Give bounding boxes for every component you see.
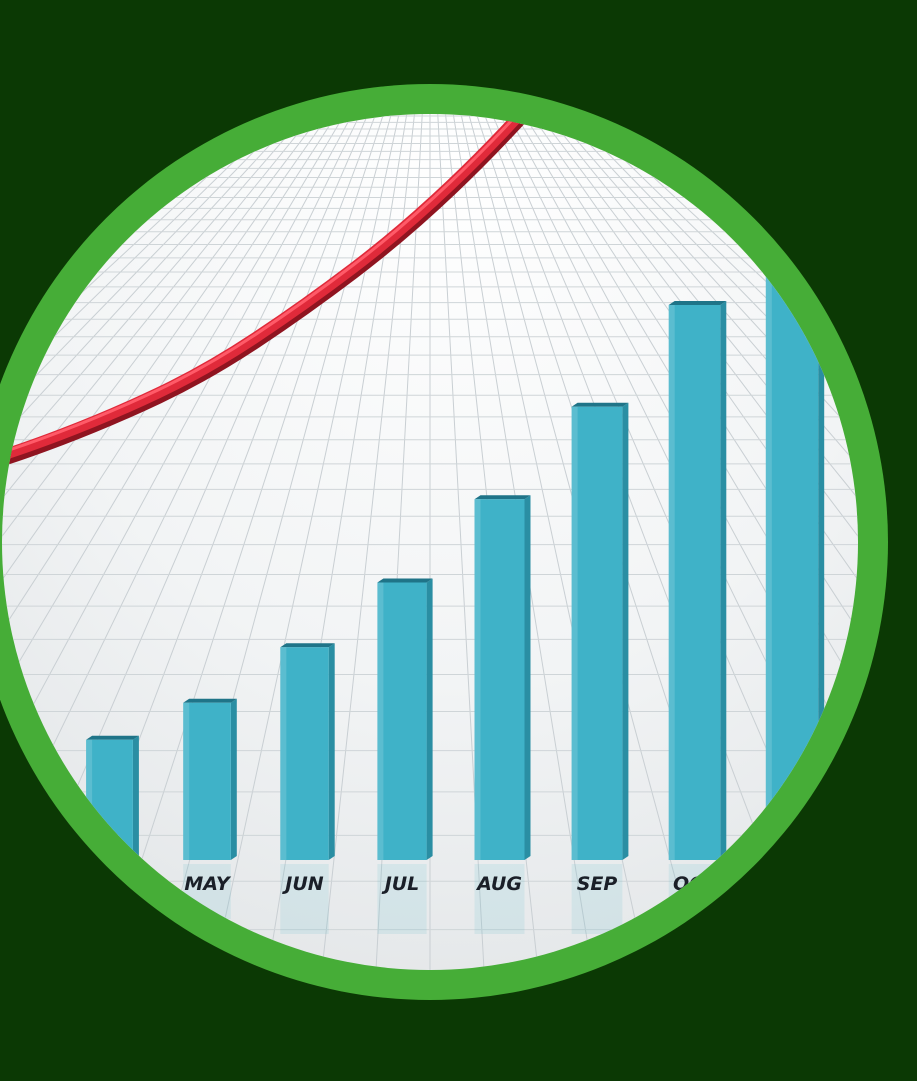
bar-front (571, 406, 623, 860)
grid-line-vertical (520, 114, 858, 970)
bar-highlight (474, 499, 481, 860)
grid-line-vertical (548, 114, 858, 970)
bar-front (474, 499, 525, 860)
bar-front (280, 647, 329, 860)
bar-front (2, 767, 35, 860)
x-tick-label-jul: JUL (381, 873, 420, 895)
grid-line-vertical (2, 114, 368, 970)
grid-line-vertical (555, 114, 858, 970)
bar-reflection (474, 864, 525, 934)
grid-line-vertical (2, 114, 361, 970)
bar-may (183, 698, 237, 860)
grid-line-vertical (492, 114, 858, 970)
trend-line (2, 114, 858, 478)
bar-side (622, 402, 629, 860)
bar-sep (571, 402, 629, 860)
bar-top (280, 643, 335, 648)
bar-front (183, 702, 231, 860)
bar-highlight (183, 702, 190, 860)
bar-reflection (280, 864, 329, 934)
bar-front (377, 582, 427, 860)
grid-line-vertical (249, 114, 410, 970)
bar-highlight (668, 305, 675, 860)
bar-top (571, 402, 629, 407)
grid-line-vertical (2, 114, 312, 970)
grid-line-vertical (2, 114, 305, 970)
bar-side (132, 735, 139, 860)
grid-line-vertical (527, 114, 858, 970)
grid-line-vertical (2, 114, 347, 970)
grid-line-vertical (436, 114, 491, 970)
grid-line-vertical (2, 114, 354, 970)
trend-line-path (2, 114, 858, 473)
bar-top (183, 698, 237, 703)
bar-side (426, 578, 433, 860)
bar-front (668, 305, 721, 860)
grid-line-vertical (2, 114, 326, 970)
bar-top (668, 301, 727, 305)
x-tick-label-aug: AUG (475, 873, 522, 895)
bar-highlight (571, 406, 578, 860)
bar-aug (474, 495, 531, 860)
grid-line-vertical (2, 114, 340, 970)
grid-line-vertical (541, 114, 858, 970)
bar-top (474, 495, 531, 500)
bar-mar (2, 763, 41, 860)
x-tick-label-sep: SEP (577, 873, 618, 895)
grid-line-vertical (534, 114, 858, 970)
grid-line-vertical (309, 114, 417, 970)
bar-highlight (765, 194, 772, 860)
grid-line-vertical (562, 114, 858, 970)
grid-line-vertical (457, 114, 671, 970)
bar-side (230, 698, 237, 860)
bar-highlight (280, 647, 287, 860)
bar-reflection (571, 864, 623, 934)
x-tick-label-may: MAY (184, 873, 231, 895)
bar-jul (377, 578, 433, 860)
bar-jun (280, 643, 335, 860)
bar-reflection (377, 864, 427, 934)
grid-line-vertical (2, 114, 319, 970)
bar-side (328, 643, 335, 860)
bar-top (86, 735, 139, 740)
grid-line-vertical (499, 114, 858, 970)
bar-top (765, 190, 825, 194)
grid-line-vertical (513, 114, 858, 970)
x-tick-label-jun: JUN (281, 873, 323, 895)
bar-oct (668, 301, 727, 860)
bar-highlight (86, 739, 93, 860)
bar-top (377, 578, 433, 583)
grid-line-vertical (569, 114, 858, 970)
bar-reflection (765, 864, 819, 934)
bar-highlight (377, 582, 384, 860)
grid-line-vertical (2, 114, 298, 970)
grid-line-vertical (2, 114, 291, 970)
bar-reflection (2, 864, 35, 897)
bars (2, 190, 825, 860)
grid-line-vertical (2, 114, 333, 970)
bar-side (720, 301, 727, 860)
trend-line-highlight (2, 114, 858, 466)
bar-side (524, 495, 531, 860)
